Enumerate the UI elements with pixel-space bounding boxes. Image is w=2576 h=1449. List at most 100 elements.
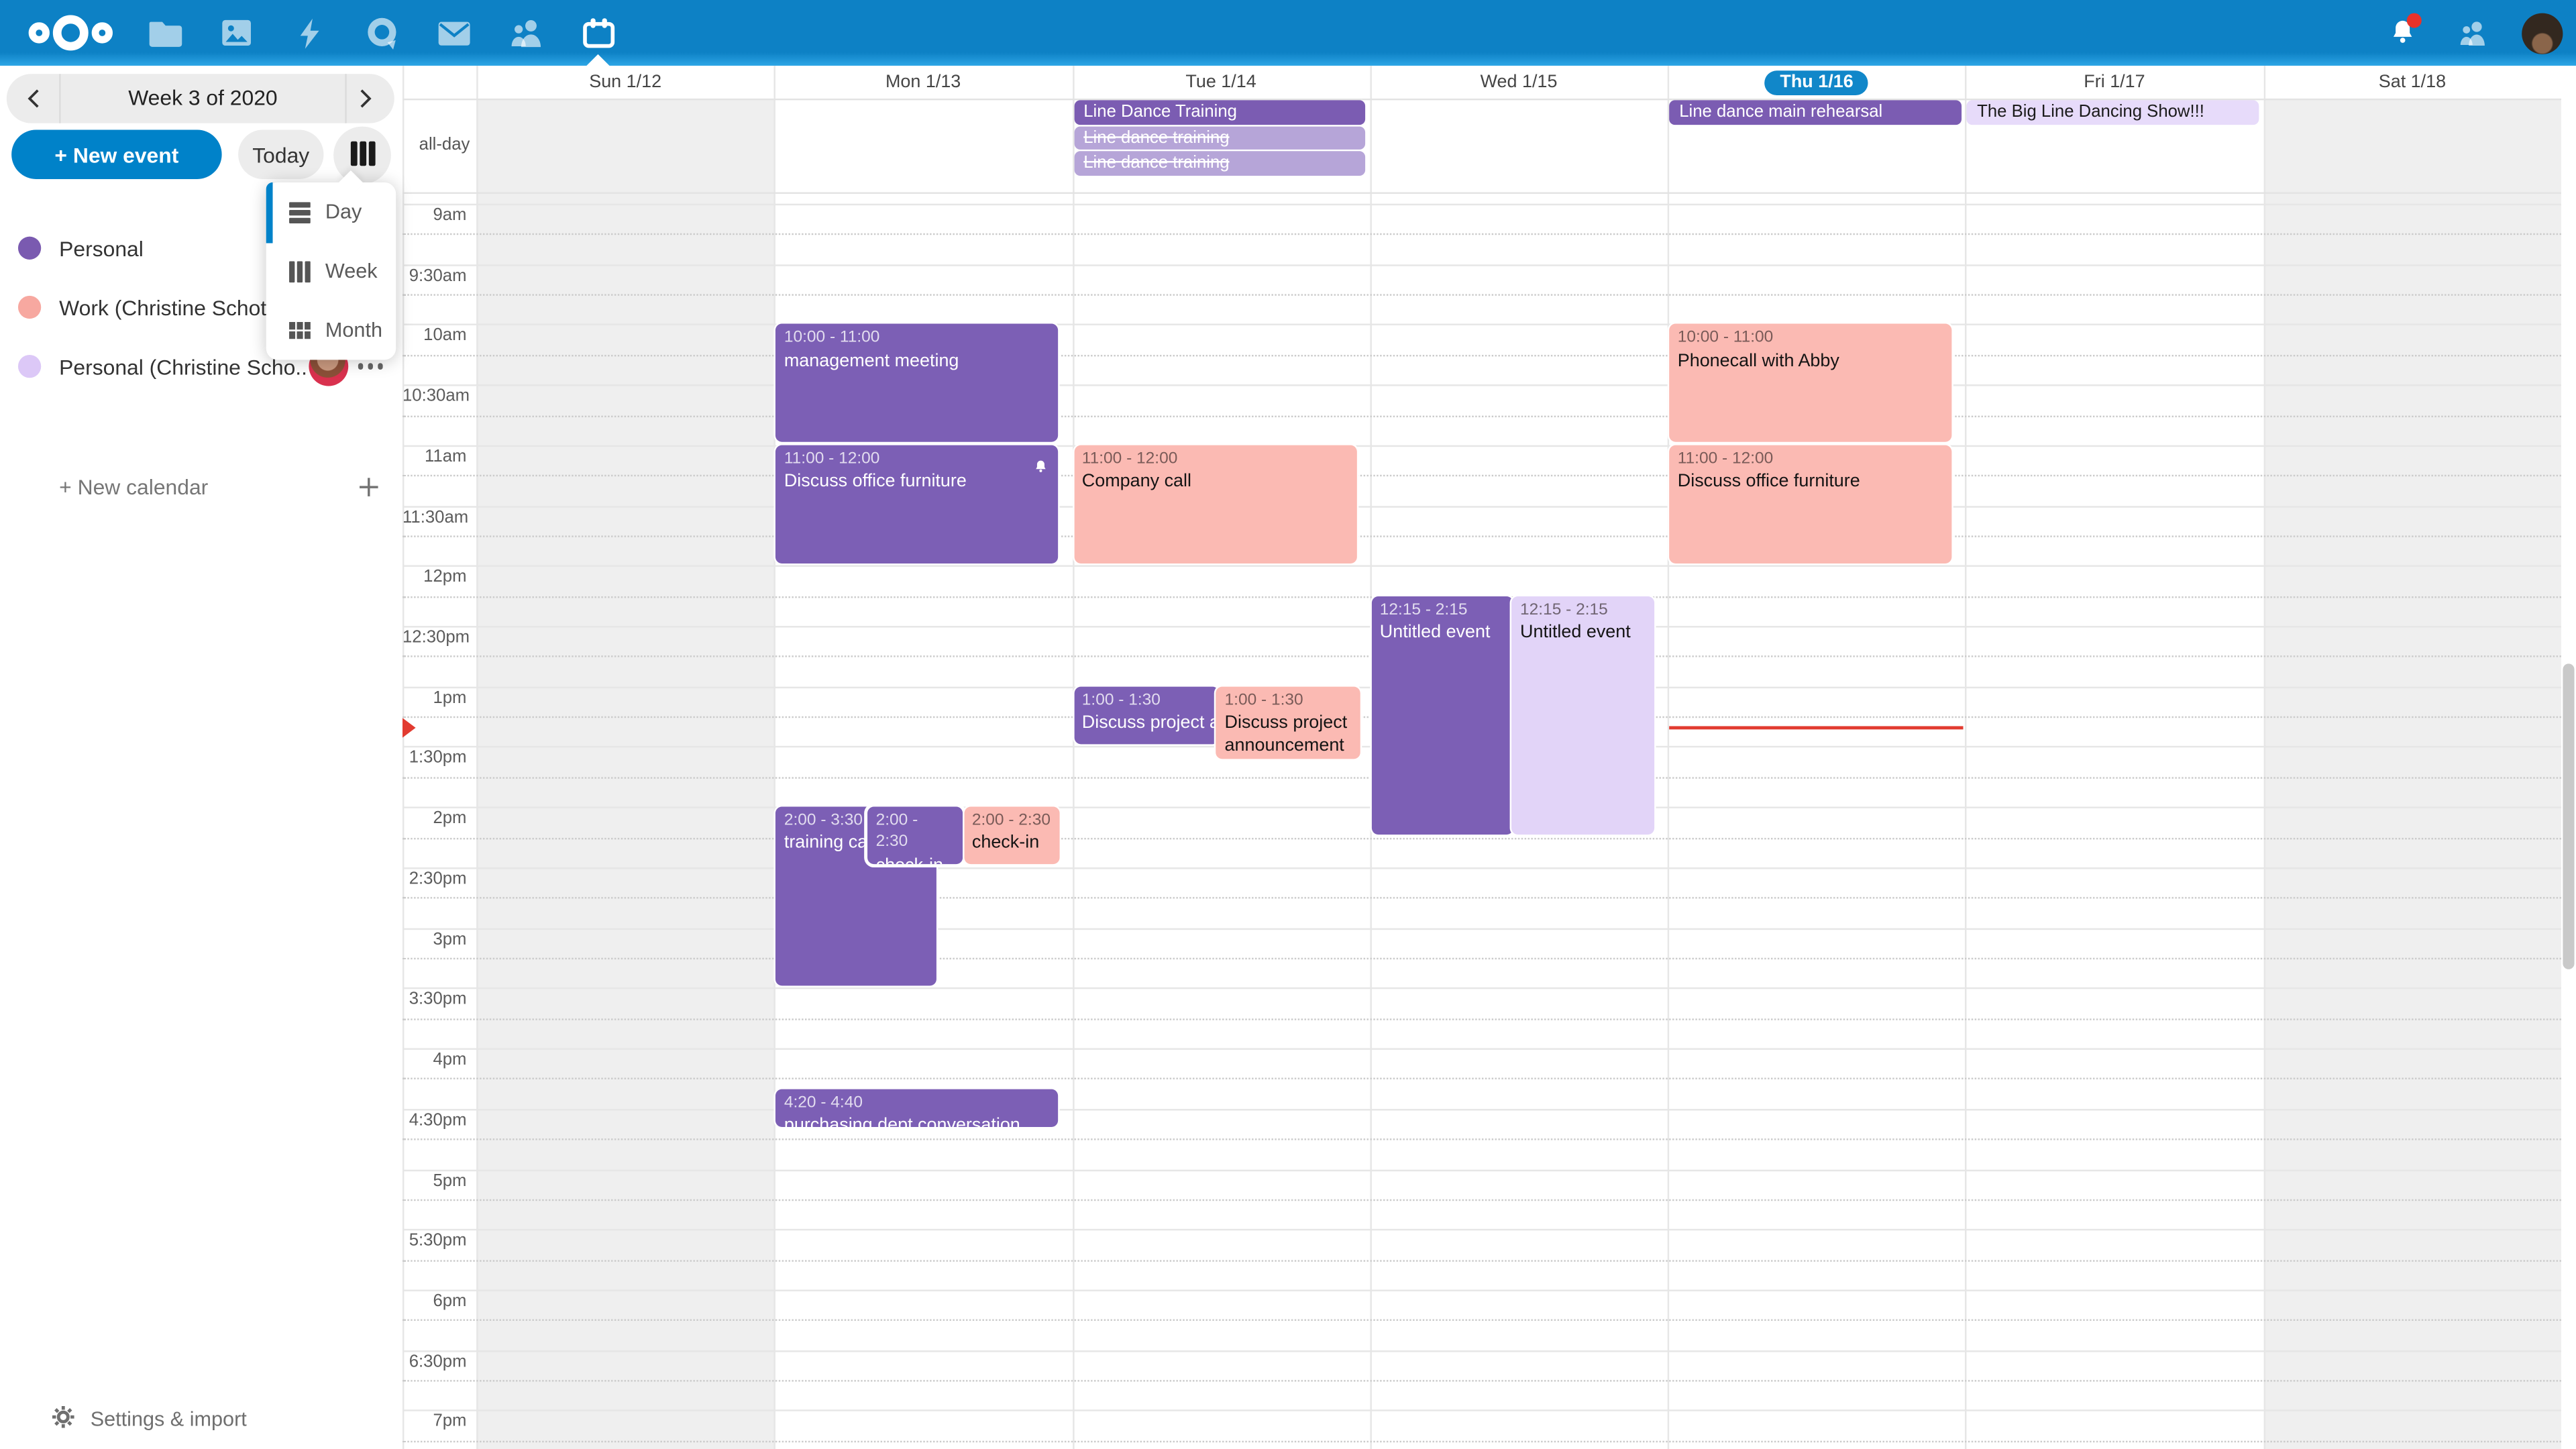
event[interactable]: 12:15 - 2:15 Untitled event (1371, 596, 1513, 835)
view-menu: Day Week Month (266, 170, 396, 360)
current-time-arrow (402, 717, 416, 737)
quarter-hour-line (402, 1380, 2561, 1382)
time-label: 2:30pm (409, 869, 467, 889)
all-day-event[interactable]: Line Dance Training (1073, 100, 1366, 124)
time-label: 12pm (423, 567, 467, 588)
calendar-color-dot (17, 295, 42, 319)
event[interactable]: 10:00 - 11:00 Phonecall with Abby (1669, 324, 1952, 443)
calendar-grid: Sun 1/12 Mon 1/13 Tue 1/14 Wed 1/15 Thu 1/16… (402, 65, 2563, 1449)
event[interactable]: 4:20 - 4:40 purchasing dept conversation (775, 1088, 1059, 1126)
weekend-shade (476, 98, 775, 1449)
today-pill: Thu 1/16 (1765, 70, 1868, 95)
day-header[interactable]: Fri 1/17 (1966, 66, 2263, 99)
time-label: 12:30pm (402, 627, 470, 647)
today-button[interactable]: Today (238, 129, 324, 179)
time-label: 5pm (433, 1170, 467, 1191)
event-time: 1:00 - 1:30 (1224, 691, 1303, 710)
half-hour-line (402, 1048, 2561, 1051)
notification-bell-icon[interactable] (2381, 11, 2424, 54)
new-event-button[interactable]: + New event (11, 129, 222, 179)
day-header[interactable]: Thu 1/16 (1668, 66, 1966, 99)
calendar-color-dot (17, 354, 42, 378)
all-day-event[interactable]: Line dance training (1073, 151, 1366, 175)
event[interactable]: 11:00 - 12:00 Company call (1073, 445, 1356, 564)
all-day-event[interactable]: Line dance main rehearsal (1669, 100, 1962, 124)
calendar-list-item[interactable]: Personal (0, 219, 402, 278)
grid-vertical-line (1668, 65, 1670, 1449)
calendar-actions-menu-icon[interactable] (357, 363, 383, 370)
event[interactable]: 11:00 - 12:00 Discuss office furniture (775, 445, 1059, 564)
quarter-hour-line (402, 1199, 2561, 1201)
grid-vertical-line (774, 65, 776, 1449)
talk-bubble-icon[interactable] (345, 0, 417, 66)
event-title: Untitled event (1379, 622, 1491, 643)
plus-icon[interactable] (356, 474, 381, 499)
quarter-hour-line (402, 1018, 2561, 1020)
half-hour-line (402, 1289, 2561, 1291)
next-week-button[interactable] (347, 74, 384, 123)
view-menu-item-day[interactable]: Day (266, 182, 396, 241)
new-calendar-row: + New calendar (0, 465, 402, 508)
nextcloud-logo[interactable] (13, 0, 128, 66)
event[interactable]: 1:00 - 1:30 Discuss project announcement (1216, 686, 1361, 759)
half-hour-line (402, 987, 2561, 990)
quarter-hour-line (402, 957, 2561, 960)
all-day-event[interactable]: Line dance training (1073, 125, 1366, 150)
all-day-separator (402, 192, 2561, 194)
new-calendar-button[interactable]: + New calendar (59, 474, 209, 499)
day-header[interactable]: Mon 1/13 (774, 66, 1072, 99)
event[interactable]: 12:15 - 2:15 Untitled event (1511, 596, 1655, 835)
event-title: Discuss office furniture (1677, 472, 1860, 492)
quarter-hour-line (402, 1078, 2561, 1081)
event[interactable]: 11:00 - 12:00 Discuss office furniture (1669, 445, 1952, 564)
quarter-hour-line (402, 475, 2561, 477)
event-time: 2:00 - 2:30 (875, 812, 918, 852)
all-day-event[interactable]: The Big Line Dancing Show!!! (1967, 100, 2259, 124)
top-bar-right (2381, 0, 2563, 66)
all-day-row: all-day Line Dance Training Line dance tr… (402, 99, 2561, 193)
previous-week-button[interactable] (7, 74, 59, 123)
sidebar: Week 3 of 2020 + New event Today Day Week… (0, 65, 403, 1449)
quarter-hour-line (402, 1259, 2561, 1261)
mail-envelope-icon[interactable] (417, 0, 490, 66)
scrollbar-thumb[interactable] (2563, 663, 2574, 969)
calendar-app-icon[interactable] (562, 0, 635, 66)
event[interactable]: 10:00 - 11:00 management meeting (775, 324, 1059, 443)
half-hour-line (402, 1410, 2561, 1412)
quarter-hour-line (402, 415, 2561, 417)
event-title: Company call (1081, 472, 1192, 492)
view-toggle-button[interactable] (333, 126, 391, 184)
contacts-people-icon[interactable] (490, 0, 562, 66)
time-label: 6:30pm (409, 1351, 467, 1372)
view-menu-item-month[interactable]: Month (266, 301, 396, 360)
quarter-hour-line (402, 897, 2561, 900)
photos-app-icon[interactable] (201, 0, 273, 66)
day-header-label: Fri 1/17 (2084, 72, 2145, 93)
calendar-name: Personal (Christine Scho... (59, 354, 309, 379)
day-header[interactable]: Sat 1/18 (2263, 66, 2561, 99)
event-time: 11:00 - 12:00 (1081, 449, 1178, 468)
quarter-hour-line (402, 294, 2561, 297)
view-menu-item-week[interactable]: Week (266, 241, 396, 301)
calendar-list-item[interactable]: Work (Christine Schott) (0, 278, 402, 337)
scrollbar[interactable] (2561, 65, 2576, 1449)
day-header-label: Sun 1/12 (589, 72, 662, 93)
week-label[interactable]: Week 3 of 2020 (59, 74, 347, 123)
current-time-line (1669, 727, 1964, 730)
day-header[interactable]: Tue 1/14 (1072, 66, 1370, 99)
time-label: 3pm (433, 929, 467, 949)
files-app-icon[interactable] (128, 0, 201, 66)
contacts-menu-icon[interactable] (2451, 11, 2494, 54)
time-label: 4:30pm (409, 1110, 467, 1130)
day-header[interactable]: Sun 1/12 (476, 66, 774, 99)
half-hour-line (402, 1229, 2561, 1231)
activity-lightning-icon[interactable] (273, 0, 345, 66)
event-title: Untitled event (1520, 622, 1631, 643)
time-label: 1pm (433, 688, 467, 708)
user-avatar[interactable] (2522, 12, 2563, 54)
event[interactable]: 1:00 - 1:30 Discuss project ann (1073, 686, 1220, 745)
day-header[interactable]: Wed 1/15 (1370, 66, 1668, 99)
settings-button[interactable]: Settings & import (51, 1405, 247, 1434)
